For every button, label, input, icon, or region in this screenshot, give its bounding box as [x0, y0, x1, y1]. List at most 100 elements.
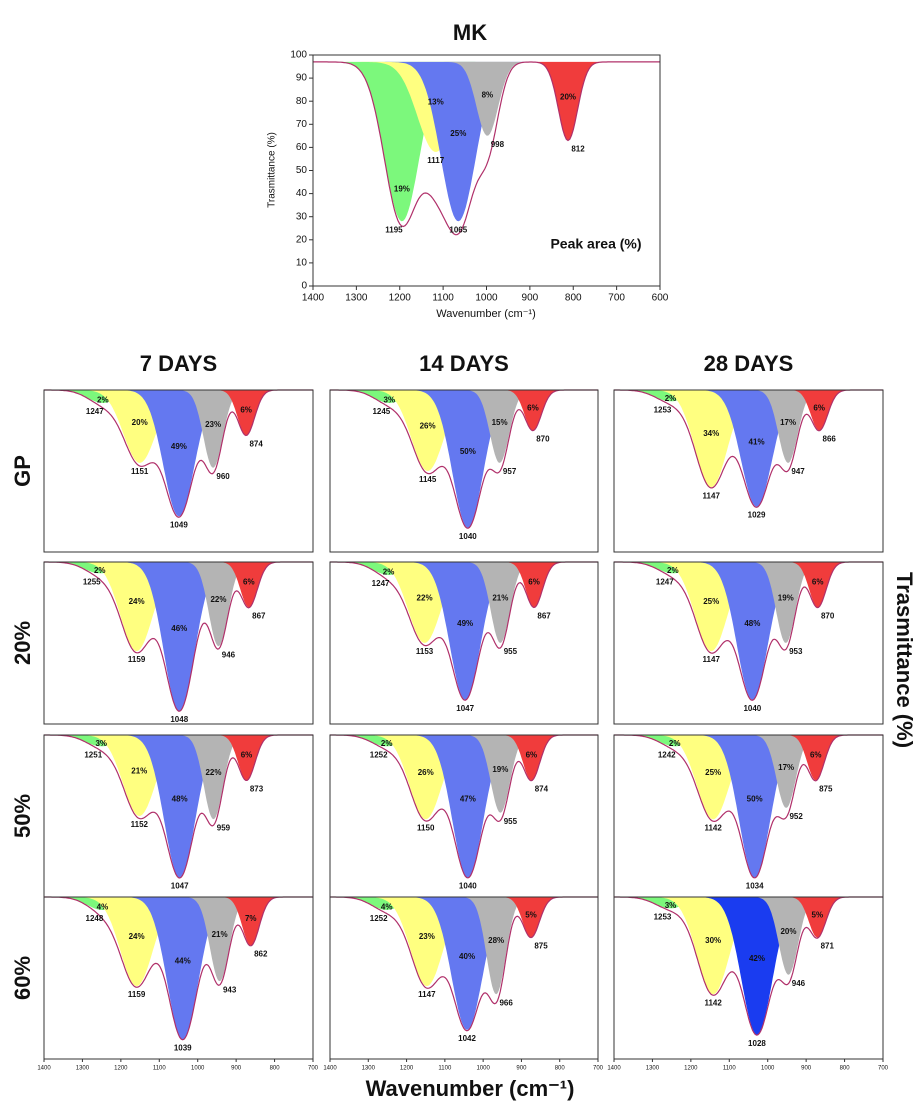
center-label: 1048 — [170, 715, 188, 724]
row-title: 60% — [10, 956, 35, 1000]
center-label: 1042 — [458, 1034, 476, 1043]
x-tick-label: 1300 — [76, 1066, 90, 1072]
envelope — [614, 389, 883, 508]
center-label: 1117 — [427, 156, 444, 165]
center-label: 1028 — [748, 1039, 766, 1048]
peak — [330, 562, 598, 700]
x-tick-label: 900 — [231, 1066, 242, 1072]
center-label: 947 — [791, 467, 805, 476]
peak — [44, 897, 313, 946]
center-label: 1040 — [459, 532, 477, 541]
center-label: 875 — [819, 784, 833, 793]
peak — [330, 390, 598, 528]
center-label: 870 — [536, 435, 550, 444]
area-label: 44% — [175, 956, 191, 965]
area-label: 5% — [812, 910, 824, 919]
peak — [44, 562, 313, 711]
y-tick-label: 60 — [296, 142, 308, 153]
center-label: 1252 — [370, 750, 388, 759]
envelope — [330, 896, 598, 1032]
mk-title: MK — [453, 20, 487, 45]
area-label: 19% — [394, 185, 410, 194]
center-label: 1153 — [416, 647, 434, 656]
x-tick-label: 1200 — [684, 1066, 698, 1072]
area-label: 22% — [205, 768, 221, 777]
area-label: 22% — [417, 594, 433, 603]
center-label: 943 — [223, 985, 237, 994]
area-label: 21% — [492, 594, 508, 603]
envelope — [614, 896, 883, 1036]
y-tick-label: 10 — [296, 258, 308, 269]
center-label: 960 — [216, 472, 230, 481]
center-label: 1152 — [131, 820, 149, 829]
center-label: 867 — [537, 611, 551, 620]
column-title: 7 DAYS — [140, 351, 217, 376]
area-label: 49% — [457, 619, 473, 628]
peak — [614, 897, 883, 938]
area-label: 2% — [381, 739, 393, 748]
center-label: 1145 — [419, 475, 437, 484]
center-label: 953 — [789, 647, 803, 656]
peak — [44, 562, 313, 608]
center-label: 1040 — [459, 882, 477, 891]
peak — [614, 897, 883, 1035]
area-label: 2% — [94, 566, 106, 575]
x-tick-label: 1300 — [362, 1066, 376, 1072]
x-tick-label: 700 — [608, 293, 625, 304]
center-label: 1065 — [449, 225, 467, 234]
area-label: 21% — [131, 767, 147, 776]
center-label: 866 — [823, 435, 837, 444]
area-label: 20% — [132, 418, 148, 427]
x-tick-label: 1300 — [646, 1066, 660, 1072]
panel-frame — [329, 389, 599, 553]
center-label: 1251 — [84, 750, 102, 759]
center-label: 862 — [254, 950, 268, 959]
area-label: 6% — [240, 406, 252, 415]
area-label: 41% — [749, 438, 765, 447]
area-label: 22% — [210, 595, 226, 604]
area-label: 26% — [420, 422, 436, 431]
area-label: 2% — [383, 567, 395, 576]
center-label: 955 — [504, 647, 518, 656]
peak — [330, 390, 598, 431]
x-tick-label: 1000 — [475, 293, 498, 304]
y-tick-label: 0 — [301, 281, 307, 292]
peak — [614, 390, 883, 431]
area-label: 49% — [171, 442, 187, 451]
area-label: 13% — [428, 98, 444, 107]
center-label: 1147 — [703, 491, 721, 500]
column-title: 14 DAYS — [419, 351, 509, 376]
center-label: 870 — [821, 611, 835, 620]
y-tick-label: 90 — [296, 73, 308, 84]
area-label: 46% — [171, 624, 187, 633]
panel-frame — [43, 896, 314, 1060]
area-label: 40% — [459, 952, 475, 961]
center-label: 1159 — [128, 990, 146, 999]
peak — [313, 61, 660, 141]
peak — [614, 390, 883, 507]
peak — [614, 562, 883, 700]
center-label: 1242 — [658, 750, 676, 759]
area-label: 20% — [780, 927, 796, 936]
area-label: 23% — [205, 420, 221, 429]
area-label: 2% — [665, 394, 677, 403]
x-tick-label: 600 — [652, 293, 669, 304]
center-label: 874 — [249, 439, 263, 448]
envelope — [330, 734, 598, 879]
area-label: 17% — [778, 763, 794, 772]
row-title: 50% — [10, 794, 35, 838]
x-tick-label: 700 — [308, 1066, 319, 1072]
area-label: 6% — [526, 751, 538, 760]
x-tick-label: 900 — [801, 1066, 812, 1072]
panel-frame — [43, 389, 314, 553]
center-label: 1247 — [86, 407, 104, 416]
area-label: 23% — [419, 932, 435, 941]
area-label: 2% — [669, 739, 681, 748]
area-label: 8% — [482, 90, 494, 99]
panel-frame — [613, 389, 884, 553]
area-label: 6% — [528, 578, 540, 587]
area-label: 25% — [450, 129, 466, 138]
center-label: 1142 — [704, 998, 722, 1007]
x-tick-label: 1300 — [345, 293, 368, 304]
center-label: 867 — [252, 611, 266, 620]
